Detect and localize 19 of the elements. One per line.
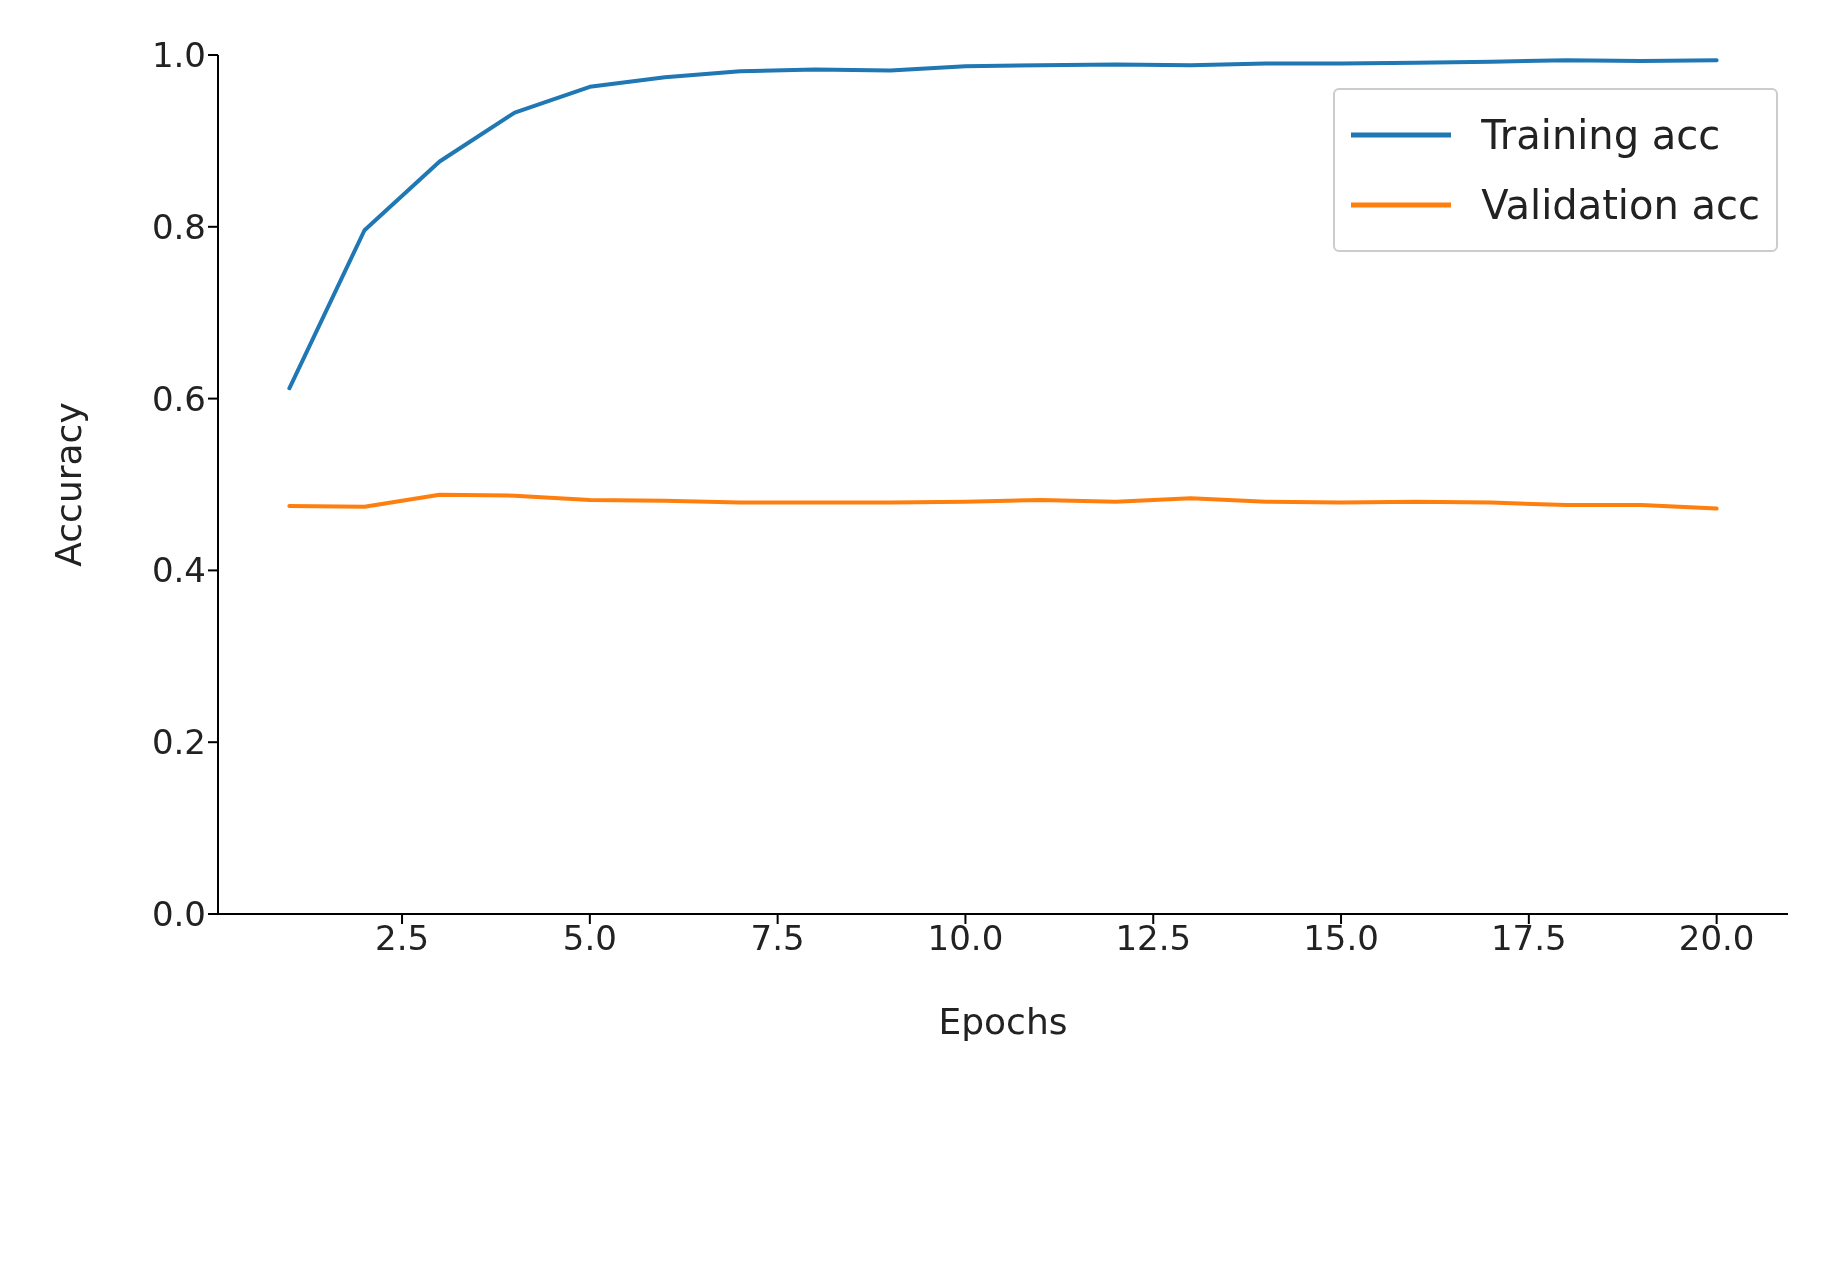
x-tick-label: 17.5 <box>1490 918 1567 959</box>
y-tick-label: 0.2 <box>151 722 206 763</box>
x-axis-title: Epochs <box>938 1001 1068 1042</box>
y-axis-title: Accuracy <box>47 402 89 567</box>
y-tick-label: 0.4 <box>151 550 206 591</box>
x-tick-label: 15.0 <box>1303 918 1379 959</box>
x-tick-label: 5.0 <box>562 918 617 959</box>
x-tick-label: 2.5 <box>375 918 430 959</box>
x-tick-label: 10.0 <box>927 918 1004 959</box>
y-tick-label: 0.0 <box>151 894 206 935</box>
legend-label: Validation acc <box>1481 181 1760 230</box>
y-tick-label: 0.8 <box>151 206 206 247</box>
x-tick-label: 20.0 <box>1678 918 1755 959</box>
legend-label: Training acc <box>1481 111 1721 160</box>
x-tick-label: 7.5 <box>750 918 805 959</box>
y-tick-label: 1.0 <box>151 35 206 76</box>
x-tick-label: 12.5 <box>1115 918 1192 959</box>
y-tick-label: 0.6 <box>151 378 206 419</box>
line-series <box>287 492 1719 511</box>
